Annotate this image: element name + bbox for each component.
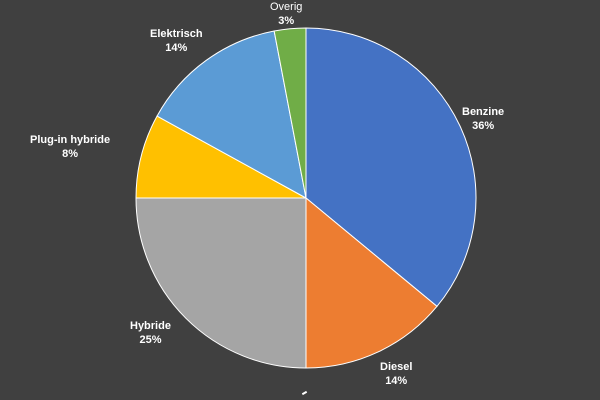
data-label-overig-name: Overig [270,1,303,13]
data-label-diesel: Diesel 14% [380,360,412,388]
pie-slice-diesel [305,196,438,369]
data-label-overig-value: 3% [278,15,295,27]
data-label-hybride-value: 25% [139,334,162,346]
data-label-hybride-name: Hybride [130,320,171,332]
pie-slice-benzine [305,27,477,308]
data-label-hybride: Hybride 25% [130,319,171,347]
data-label-benzine-value: 36% [472,120,495,132]
data-label-plug-in-hybride-name: Plug-in hybride [30,134,111,146]
data-label-benzine: Benzine 36% [462,105,504,133]
data-label-plug-in-hybride-value: 8% [62,148,78,160]
data-label-elektrisch-name: Elektrisch [150,28,203,40]
data-label-diesel-value: 14% [385,375,408,387]
data-label-overig: Overig 3% [270,0,302,28]
data-label-diesel-name: Diesel [380,361,413,373]
data-label-elektrisch-value: 14% [165,42,188,54]
pie-slice-elektrisch [156,30,307,199]
data-label-elektrisch: Elektrisch 14% [150,27,203,55]
data-label-benzine-name: Benzine [462,106,505,118]
pie-slice-hybride [135,197,307,369]
data-label-plug-in-hybride: Plug-in hybride 8% [30,133,110,161]
pie-slice-overig [273,27,307,199]
